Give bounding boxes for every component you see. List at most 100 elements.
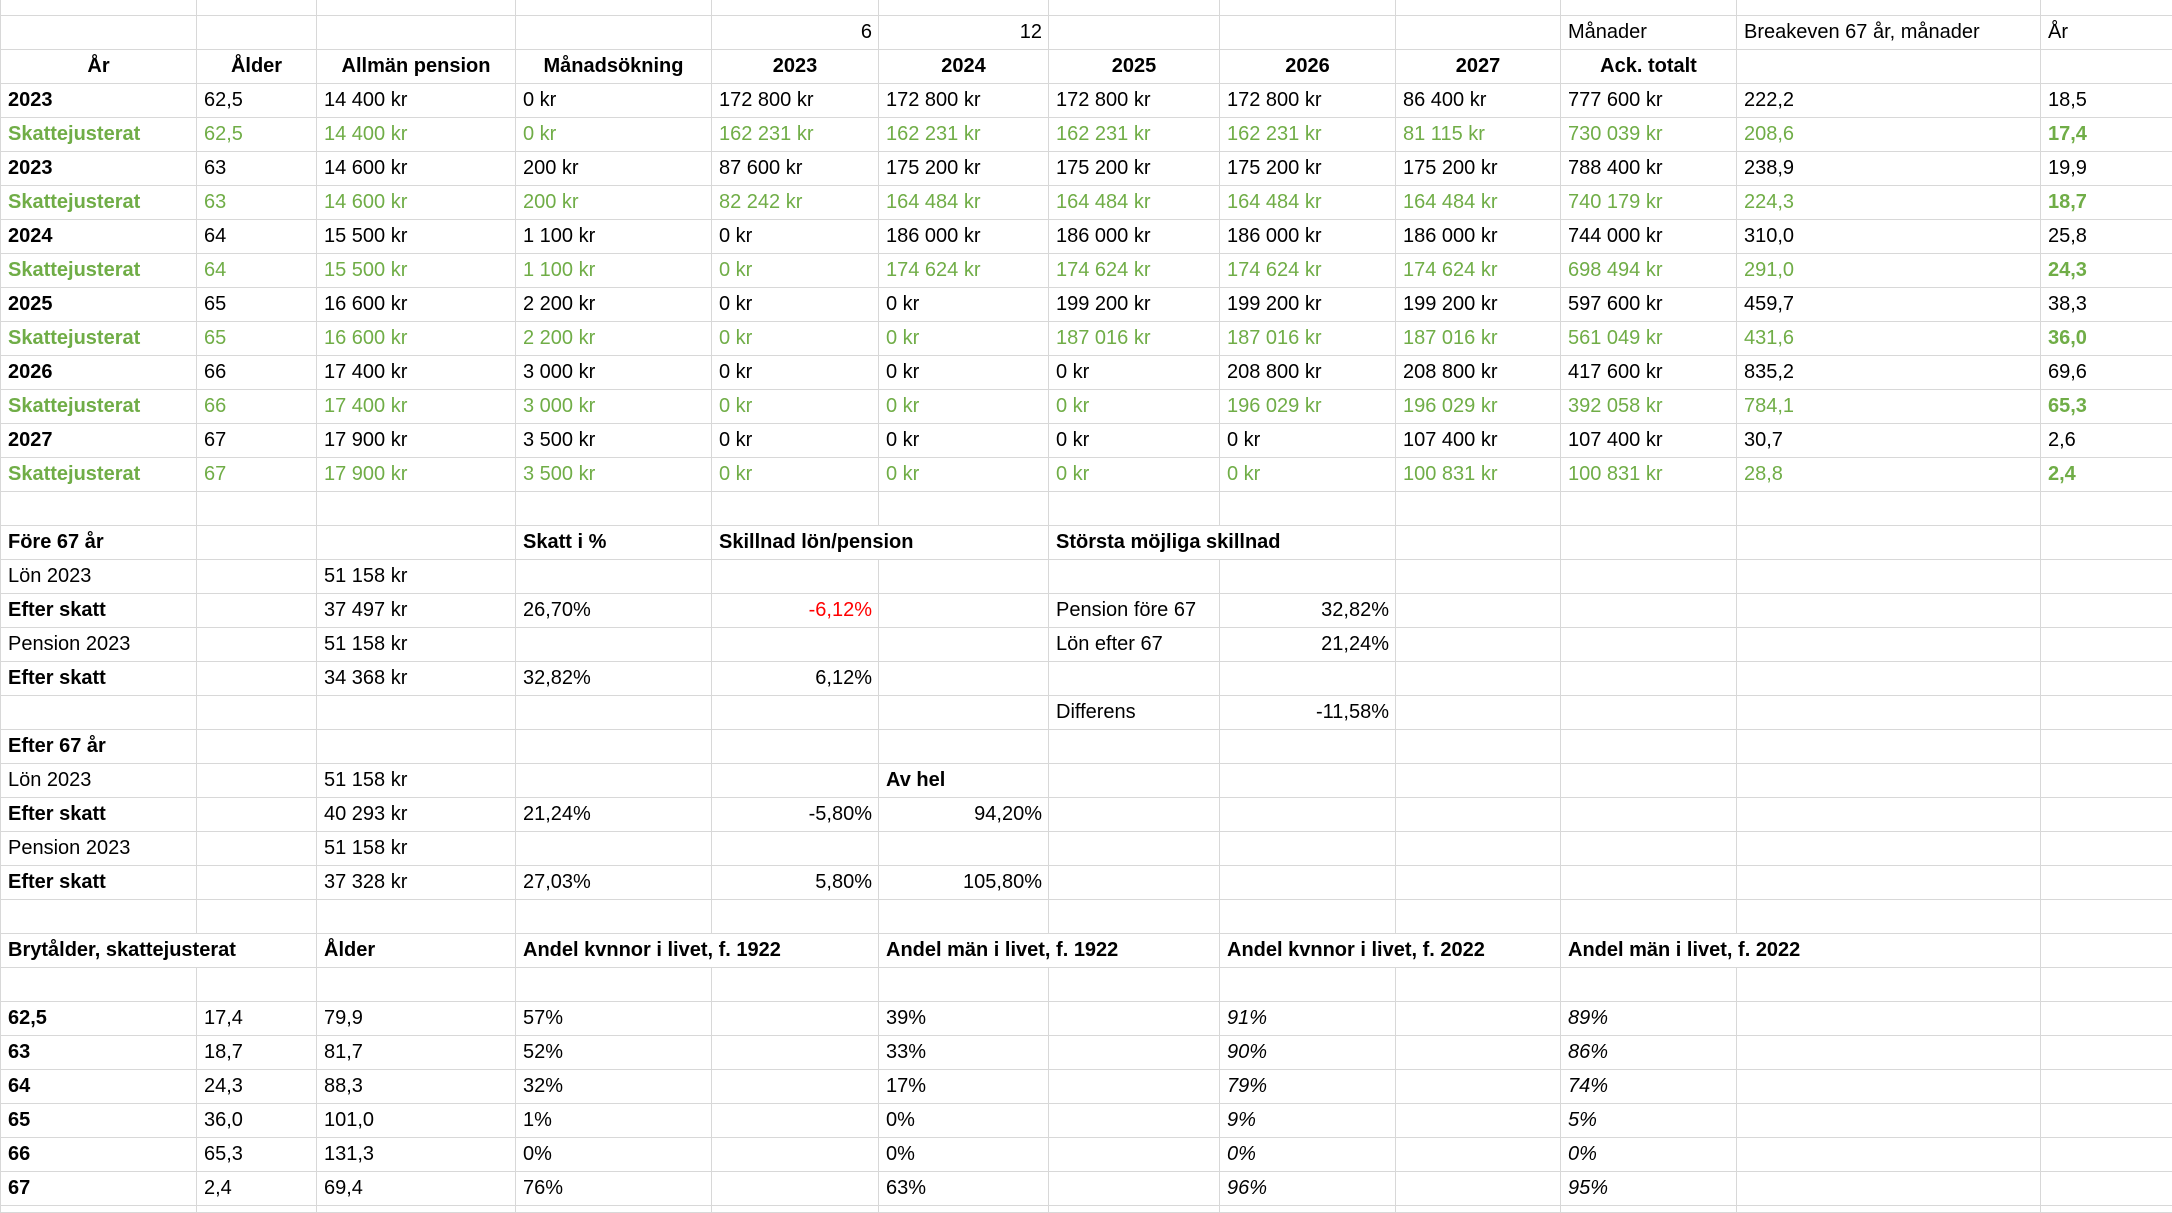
cell-J20[interactable] [1561, 662, 1737, 695]
cell-I18[interactable] [1396, 594, 1561, 627]
cell-I20[interactable] [1396, 662, 1561, 695]
cell-E7[interactable]: 0 kr [712, 220, 879, 253]
cell-A36[interactable] [1, 1206, 197, 1212]
cell-K31[interactable] [1737, 1036, 2041, 1069]
cell-E19[interactable] [712, 628, 879, 661]
cell-D25[interactable] [516, 832, 712, 865]
cell-K1[interactable]: Breakeven 67 år, månader [1737, 16, 2041, 49]
cell-B33[interactable]: 36,0 [197, 1104, 317, 1137]
cell-K30[interactable] [1737, 1002, 2041, 1035]
cell-H23[interactable] [1220, 764, 1396, 797]
cell-D14[interactable]: 3 500 kr [516, 458, 712, 491]
cell-J32[interactable]: 74% [1561, 1070, 1737, 1103]
cell-J36[interactable] [1561, 1206, 1737, 1212]
cell-C16[interactable] [317, 526, 516, 559]
cell-H10[interactable]: 187 016 kr [1220, 322, 1396, 355]
cell-A26[interactable]: Efter skatt [1, 866, 197, 899]
cell-J19[interactable] [1561, 628, 1737, 661]
cell-C2[interactable]: Allmän pension [317, 50, 516, 83]
cell-C12[interactable]: 17 400 kr [317, 390, 516, 423]
cell-K24[interactable] [1737, 798, 2041, 831]
cell-J8[interactable]: 698 494 kr [1561, 254, 1737, 287]
cell-G31[interactable] [1049, 1036, 1220, 1069]
cell-J1[interactable]: Månader [1561, 16, 1737, 49]
cell-L36[interactable] [2041, 1206, 2172, 1212]
cell-C13[interactable]: 17 900 kr [317, 424, 516, 457]
cell-B17[interactable] [197, 560, 317, 593]
cell-E36[interactable] [712, 1206, 879, 1212]
cell-C5[interactable]: 14 600 kr [317, 152, 516, 185]
cell-L25[interactable] [2041, 832, 2172, 865]
cell-B4[interactable]: 62,5 [197, 118, 317, 151]
cell-E12[interactable]: 0 kr [712, 390, 879, 423]
cell-K33[interactable] [1737, 1104, 2041, 1137]
cell-J3[interactable]: 777 600 kr [1561, 84, 1737, 117]
cell-I29[interactable] [1396, 968, 1561, 1001]
cell-H33[interactable]: 9% [1220, 1104, 1396, 1137]
cell-D35[interactable]: 76% [516, 1172, 712, 1205]
cell-H12[interactable]: 196 029 kr [1220, 390, 1396, 423]
cell-C26[interactable]: 37 328 kr [317, 866, 516, 899]
cell-I2[interactable]: 2027 [1396, 50, 1561, 83]
cell-J0[interactable] [1561, 0, 1737, 15]
cell-L4[interactable]: 17,4 [2041, 118, 2172, 151]
cell-E0[interactable] [712, 0, 879, 15]
cell-G8[interactable]: 174 624 kr [1049, 254, 1220, 287]
cell-G25[interactable] [1049, 832, 1220, 865]
cell-F21[interactable] [879, 696, 1049, 729]
cell-G3[interactable]: 172 800 kr [1049, 84, 1220, 117]
cell-L3[interactable]: 18,5 [2041, 84, 2172, 117]
cell-J24[interactable] [1561, 798, 1737, 831]
cell-L15[interactable] [2041, 492, 2172, 525]
cell-D17[interactable] [516, 560, 712, 593]
cell-I1[interactable] [1396, 16, 1561, 49]
cell-G26[interactable] [1049, 866, 1220, 899]
cell-I34[interactable] [1396, 1138, 1561, 1171]
cell-G18[interactable]: Pension före 67 [1049, 594, 1220, 627]
cell-B28[interactable] [197, 934, 317, 967]
cell-G10[interactable]: 187 016 kr [1049, 322, 1220, 355]
cell-F20[interactable] [879, 662, 1049, 695]
cell-C30[interactable]: 79,9 [317, 1002, 516, 1035]
cell-I0[interactable] [1396, 0, 1561, 15]
cell-C33[interactable]: 101,0 [317, 1104, 516, 1137]
cell-B16[interactable] [197, 526, 317, 559]
cell-C8[interactable]: 15 500 kr [317, 254, 516, 287]
cell-K35[interactable] [1737, 1172, 2041, 1205]
cell-I30[interactable] [1396, 1002, 1561, 1035]
cell-H30[interactable]: 91% [1220, 1002, 1396, 1035]
cell-K10[interactable]: 431,6 [1737, 322, 2041, 355]
cell-C10[interactable]: 16 600 kr [317, 322, 516, 355]
cell-E22[interactable] [712, 730, 879, 763]
cell-L10[interactable]: 36,0 [2041, 322, 2172, 355]
cell-I24[interactable] [1396, 798, 1561, 831]
cell-G24[interactable] [1049, 798, 1220, 831]
cell-J15[interactable] [1561, 492, 1737, 525]
cell-K32[interactable] [1737, 1070, 2041, 1103]
cell-E26[interactable]: 5,80% [712, 866, 879, 899]
cell-B18[interactable] [197, 594, 317, 627]
cell-G2[interactable]: 2025 [1049, 50, 1220, 83]
cell-L13[interactable]: 2,6 [2041, 424, 2172, 457]
cell-J14[interactable]: 100 831 kr [1561, 458, 1737, 491]
cell-G35[interactable] [1049, 1172, 1220, 1205]
cell-H2[interactable]: 2026 [1220, 50, 1396, 83]
cell-L2[interactable] [2041, 50, 2172, 83]
cell-D22[interactable] [516, 730, 712, 763]
cell-K23[interactable] [1737, 764, 2041, 797]
cell-I19[interactable] [1396, 628, 1561, 661]
cell-C4[interactable]: 14 400 kr [317, 118, 516, 151]
cell-B22[interactable] [197, 730, 317, 763]
cell-F33[interactable]: 0% [879, 1104, 1049, 1137]
cell-H5[interactable]: 175 200 kr [1220, 152, 1396, 185]
cell-G36[interactable] [1049, 1206, 1220, 1212]
cell-I3[interactable]: 86 400 kr [1396, 84, 1561, 117]
cell-B13[interactable]: 67 [197, 424, 317, 457]
cell-I5[interactable]: 175 200 kr [1396, 152, 1561, 185]
cell-I26[interactable] [1396, 866, 1561, 899]
cell-F17[interactable] [879, 560, 1049, 593]
cell-D11[interactable]: 3 000 kr [516, 356, 712, 389]
cell-J4[interactable]: 730 039 kr [1561, 118, 1737, 151]
cell-G22[interactable] [1049, 730, 1220, 763]
cell-K17[interactable] [1737, 560, 2041, 593]
